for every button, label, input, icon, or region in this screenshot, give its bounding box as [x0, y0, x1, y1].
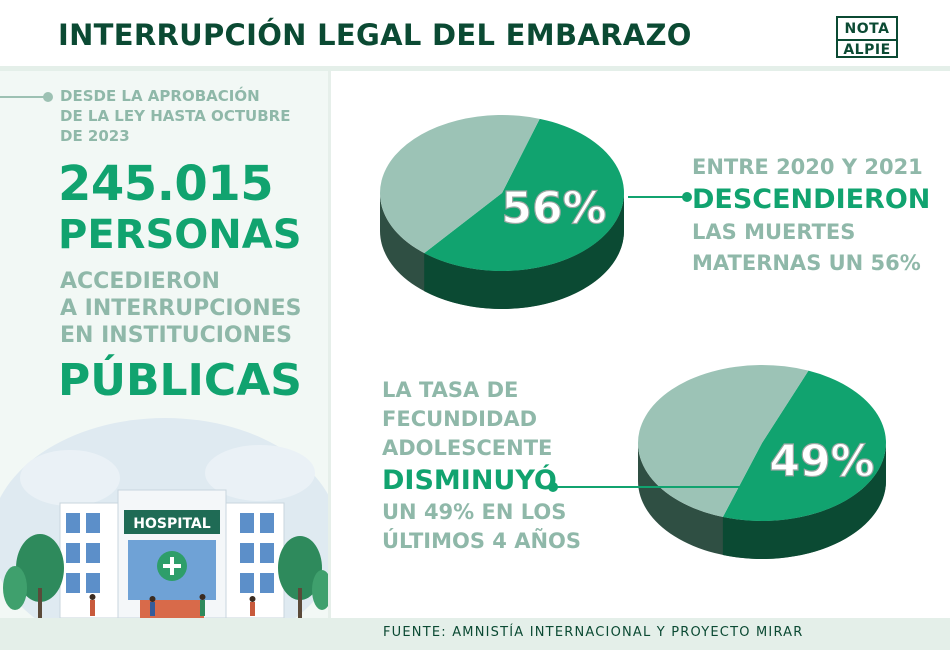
pie-side-decrease — [722, 443, 886, 559]
intro-text: DESDE LA APROBACIÓN DE LA LEY HASTA OCTU… — [60, 86, 320, 146]
page-title: INTERRUPCIÓN LEGAL DEL EMBARAZO — [58, 18, 692, 52]
intro-line: DESDE LA APROBACIÓN — [60, 87, 260, 105]
pie-side-decrease — [424, 193, 624, 309]
public-emphasis: PÚBLICAS — [58, 355, 302, 406]
intro-connector-line — [0, 96, 48, 98]
access-line: A INTERRUPCIONES — [60, 296, 302, 321]
pie-label-49: 49% — [769, 436, 874, 487]
people-count: 245.015 — [58, 156, 274, 212]
logo-line-2: ALPIE — [838, 39, 896, 59]
mortality-line: ENTRE 2020 Y 2021 — [692, 155, 923, 179]
brand-logo: NOTA ALPIE — [836, 16, 898, 58]
fertility-emphasis: DISMINUYÓ — [382, 465, 557, 496]
intro-line: DE 2023 — [60, 127, 130, 145]
access-text: ACCEDIERON A INTERRUPCIONES EN INSTITUCI… — [60, 268, 325, 349]
mortality-line: LAS MUERTES — [692, 220, 856, 244]
fertility-stat: LA TASA DE FECUNDIDAD ADOLESCENTE DISMIN… — [382, 376, 622, 556]
hospital-illustration: HOSPITAL — [0, 418, 328, 618]
fertility-line: UN 49% EN LOS — [382, 500, 567, 524]
panel-divider — [328, 71, 331, 618]
intro-connector-dot — [43, 92, 53, 102]
access-line: EN INSTITUCIONES — [60, 323, 292, 348]
fertility-line: ADOLESCENTE — [382, 436, 553, 460]
pie-thickness — [638, 443, 886, 559]
source-note: FUENTE: AMNISTÍA INTERNACIONAL Y PROYECT… — [383, 625, 804, 640]
pie-slice-decrease — [722, 370, 886, 521]
mortality-line: MATERNAS UN 56% — [692, 251, 921, 275]
intro-line: DE LA LEY HASTA OCTUBRE — [60, 107, 291, 125]
header: INTERRUPCIÓN LEGAL DEL EMBARAZO NOTA ALP… — [0, 0, 950, 66]
mortality-emphasis: DESCENDIERON — [692, 184, 931, 215]
people-unit: PERSONAS — [58, 212, 302, 258]
fertility-line: FECUNDIDAD — [382, 407, 538, 431]
hospital-sign: HOSPITAL — [133, 516, 210, 532]
pie-slice-remaining — [637, 364, 809, 518]
fertility-line: LA TASA DE — [382, 378, 519, 402]
connector-line-mortality — [628, 196, 688, 198]
pie-label-56: 56% — [501, 183, 606, 234]
header-rule — [0, 66, 950, 71]
pie-chart-fertility: 49% — [637, 364, 886, 559]
connector-dot-mortality — [682, 192, 692, 202]
logo-line-1: NOTA — [844, 21, 890, 37]
connector-line-fertility — [552, 486, 742, 488]
mortality-stat: ENTRE 2020 Y 2021 DESCENDIERON LAS MUERT… — [692, 152, 942, 279]
pie-slice-remaining — [380, 114, 540, 254]
fertility-line: ÚLTIMOS 4 AÑOS — [382, 529, 582, 553]
footer: FUENTE: AMNISTÍA INTERNACIONAL Y PROYECT… — [0, 618, 950, 650]
access-line: ACCEDIERON — [60, 269, 220, 294]
pie-chart-mortality: 56% — [380, 114, 624, 309]
pie-slice-decrease — [424, 118, 624, 271]
pie-thickness — [380, 193, 624, 309]
